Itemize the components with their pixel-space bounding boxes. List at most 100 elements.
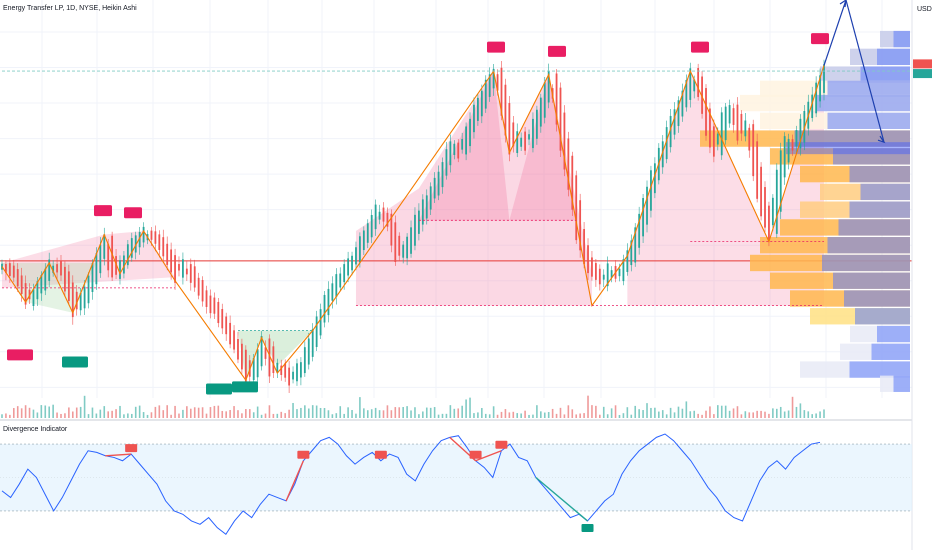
volume-bar [547,412,550,418]
candle-body [673,109,676,135]
price-axis[interactable]: USD [917,6,932,13]
pattern-tag[interactable] [691,41,709,53]
volume-bar [225,411,227,418]
candle-body [445,149,448,176]
candle-body [421,199,424,225]
volume-bar [32,409,35,418]
volume-bar [229,409,231,418]
volume-bar [99,409,102,418]
candle-body [107,243,110,271]
volume-bar [71,411,74,418]
pattern-tag[interactable] [124,207,142,219]
candle-body [64,266,66,292]
volume-bar [473,413,475,418]
pattern-tag[interactable] [62,356,88,368]
candle-body [571,155,574,210]
volume-bar [209,407,212,418]
candle-body [311,329,314,357]
pattern-tag[interactable] [7,349,33,361]
candle-body [390,213,393,246]
volume-bar [193,407,196,418]
candle-body [71,282,74,318]
volume-bar [638,409,640,418]
candle-body [642,198,644,237]
volume-bar [425,407,428,418]
pattern-tag[interactable] [94,205,112,217]
volume-profile-row-up [877,48,910,66]
candle-body [779,150,782,212]
volume-bar [12,408,15,418]
candle-body [103,234,106,259]
pattern-tag[interactable] [548,45,566,57]
candle-body [142,226,145,243]
volume-bar [343,413,345,418]
pattern-tag[interactable] [206,383,232,395]
pattern-tag[interactable] [232,381,258,393]
candle-body [12,265,15,278]
candle-body [355,247,357,265]
candle-body [410,227,412,254]
pattern-tag[interactable] [811,33,829,45]
volume-profile-row-up [860,66,910,83]
divergence-label [495,440,508,449]
volume-bar [256,406,259,418]
volume-bar [347,407,349,418]
volume-bar [48,406,50,418]
candle-body [760,166,762,217]
candle-body [685,79,688,108]
volume-profile-row-up [816,94,910,112]
candle-body [91,263,94,293]
volume-bar [441,413,444,418]
candle-body [362,230,365,251]
volume-bar [697,413,699,418]
candle-body [744,120,747,137]
candle-body [752,124,755,177]
candle-body [24,283,27,305]
volume-bar [736,406,739,418]
divergence-indicator-pane: Divergence Indicator [0,426,912,536]
candle-body [75,291,78,310]
volume-bar [355,413,357,418]
divergence-segment [285,460,305,502]
volume-bar [543,412,546,418]
last-price-tags [913,59,932,79]
volume-bar [819,411,821,418]
volume-bar [650,407,652,418]
volume-bar [689,411,692,418]
candle-body [44,268,47,291]
volume-bar [799,403,802,418]
volume-bar [760,410,762,418]
candle-body [315,316,318,348]
volume-bar [103,406,106,418]
candle-body [217,301,220,324]
volume-bar [567,405,570,418]
candle-body [166,243,169,265]
volume-bar [40,405,43,418]
volume-bar [111,410,113,418]
volume-bar [481,408,483,418]
candle-body [359,236,361,263]
volume-bar [791,396,794,418]
volume-profile-row-up [893,375,910,392]
pattern-zigzag [1,65,825,382]
volume-bar [60,413,62,418]
volume-bar [504,409,507,418]
divergence-label [581,523,594,532]
candle-body [233,330,235,350]
volume-bar [307,408,310,418]
candle-body [154,231,157,244]
volume-bar [335,413,338,418]
candle-body [524,131,526,151]
pattern-tag[interactable] [487,41,505,53]
volume-profile-row-up [827,112,910,129]
volume-bar [351,410,353,418]
volume-bar [154,406,157,418]
volume-bar [787,410,790,418]
volume-bar [304,405,306,418]
candle-body [492,68,495,89]
volume-bar [720,405,723,418]
candle-body [587,245,589,274]
candle-body [134,235,137,253]
volume-bar [394,407,397,418]
